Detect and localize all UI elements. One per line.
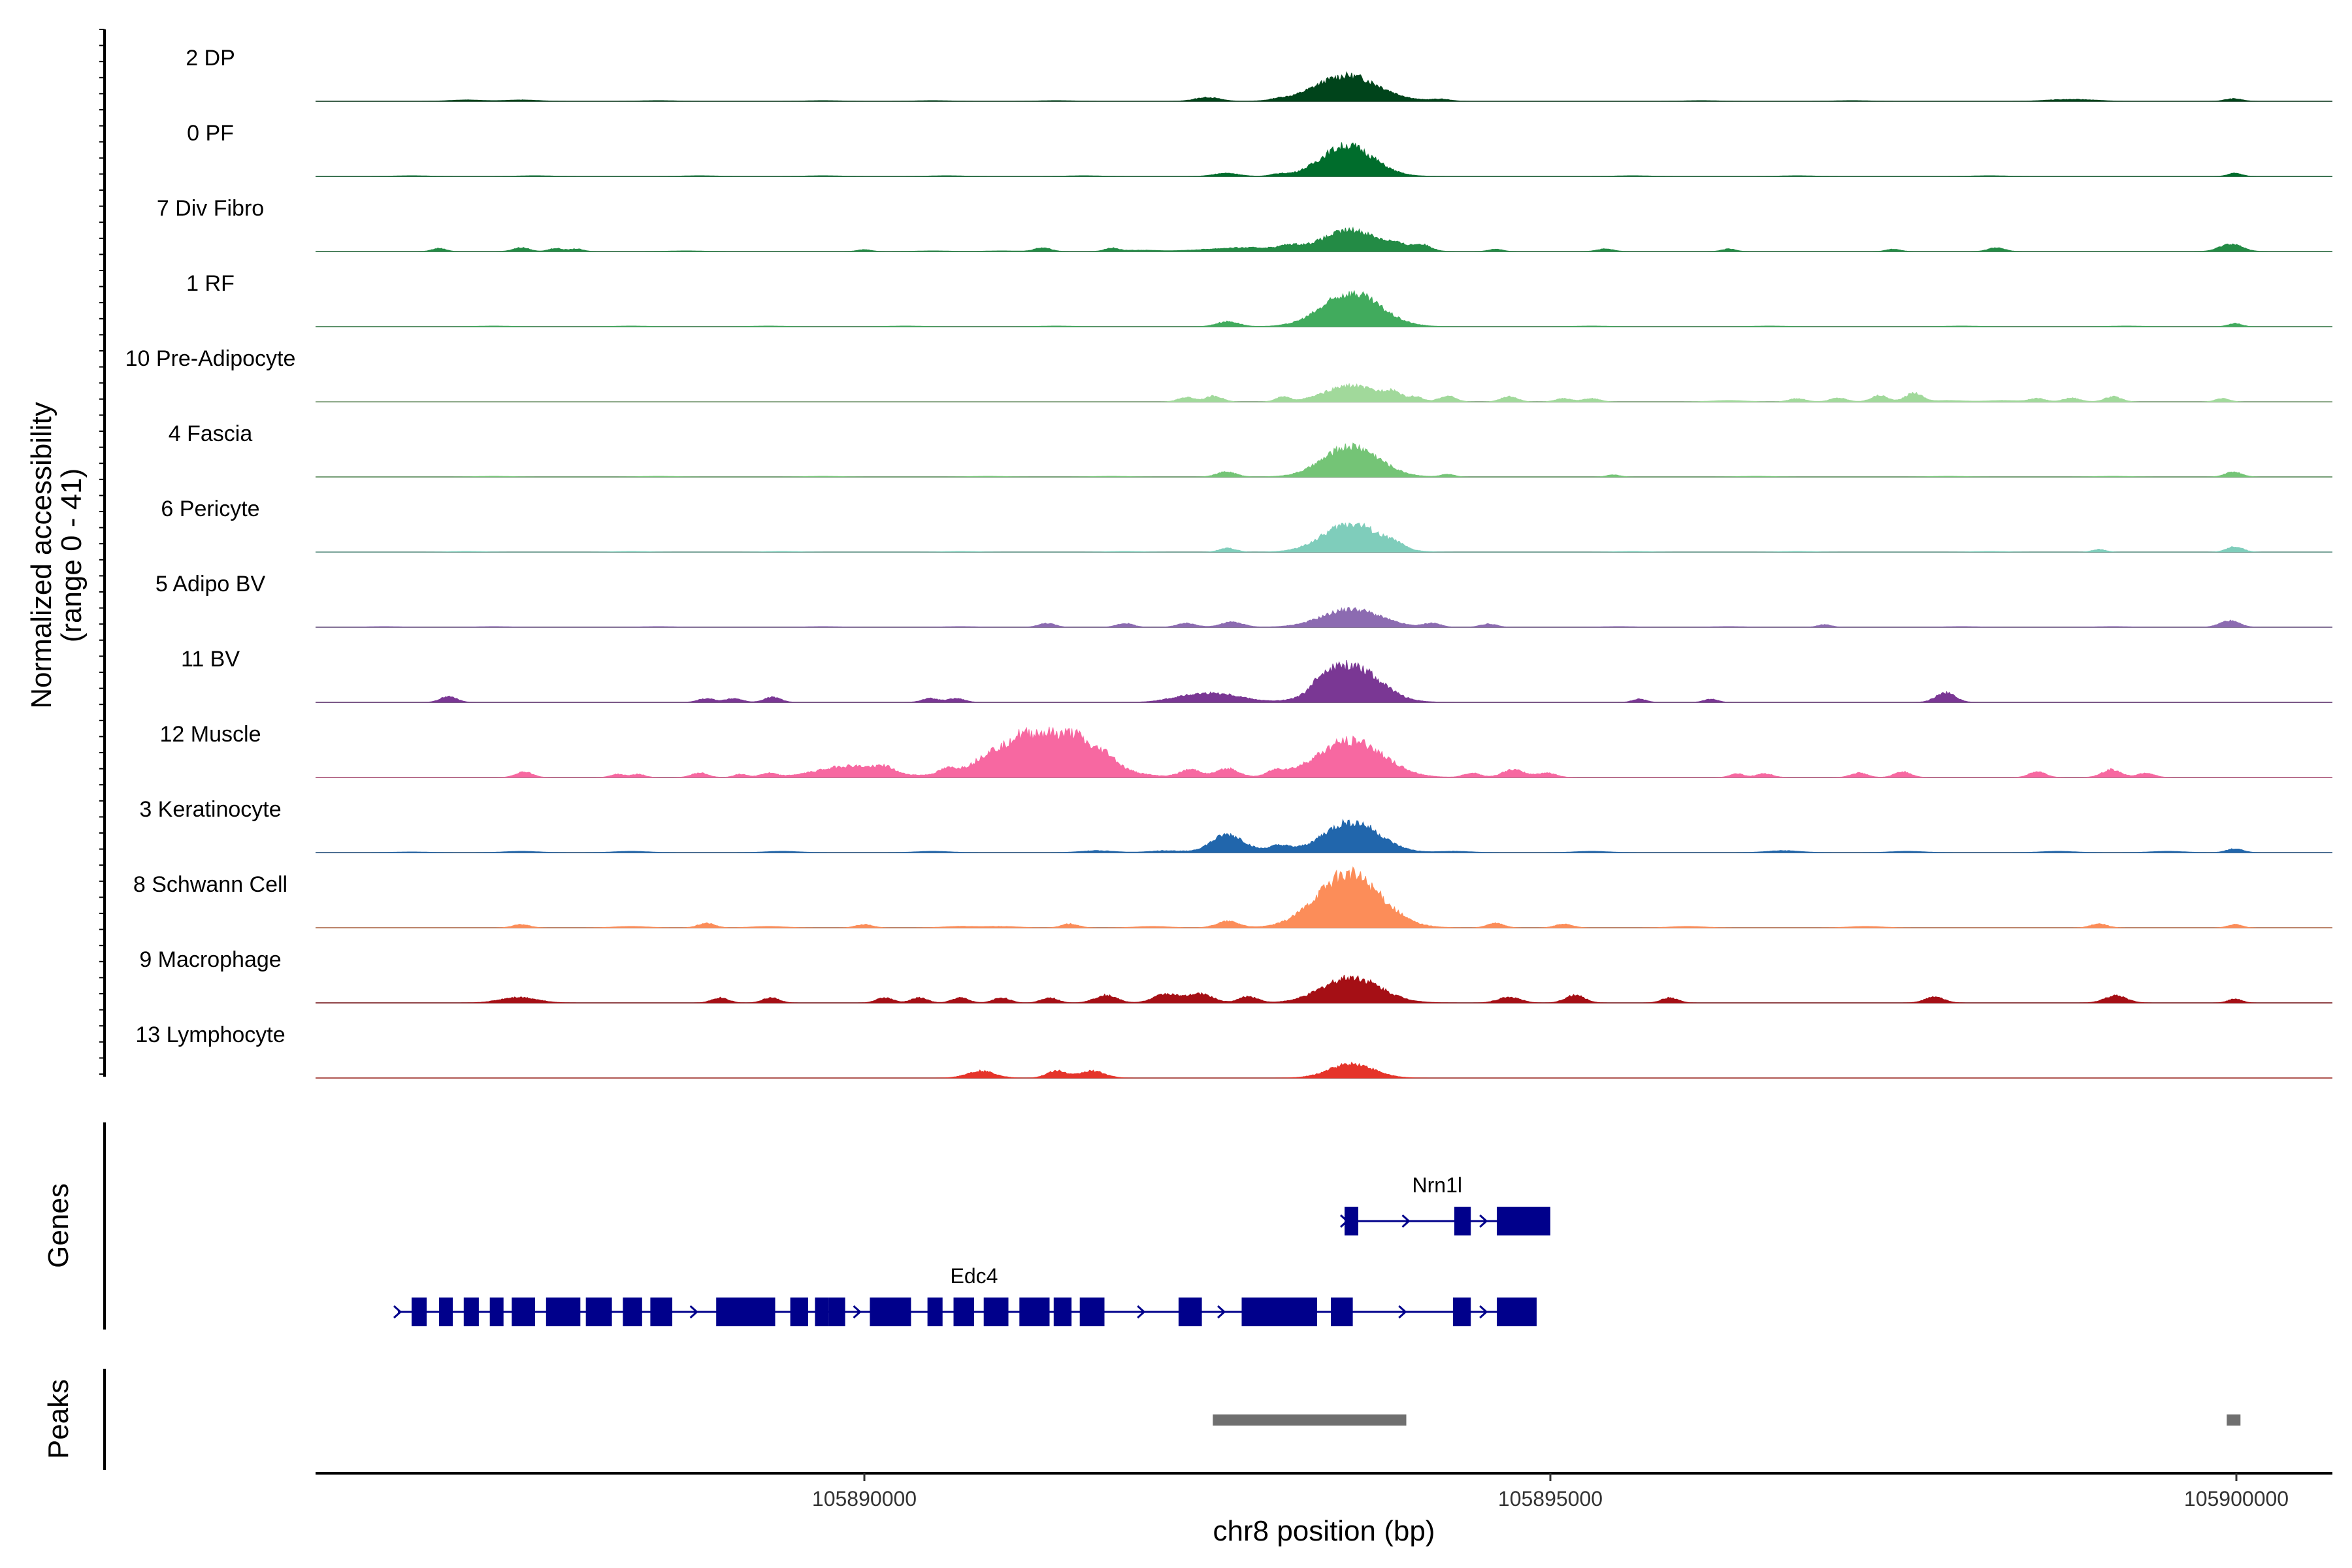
- gene-exon: [815, 1298, 829, 1326]
- gene-exon: [1345, 1207, 1358, 1235]
- gene-exon: [1019, 1298, 1050, 1326]
- coverage-track: 9 Macrophage: [139, 947, 2332, 1004]
- coverage-area: [316, 607, 2332, 628]
- coverage-track: 2 DP: [186, 46, 2332, 102]
- y-axis-title-line: (range 0 - 41): [56, 468, 88, 643]
- gene-exon: [870, 1298, 911, 1326]
- gene-name-label: Nrn1l: [1413, 1173, 1462, 1197]
- coverage-area: [316, 226, 2332, 252]
- coverage-track: 7 Div Fibro: [157, 196, 2332, 252]
- gene-exon: [623, 1298, 642, 1326]
- gene-exon: [953, 1298, 974, 1326]
- strand-arrow-icon: [853, 1305, 862, 1319]
- coverage-track: 1 RF: [186, 271, 2332, 327]
- track-label: 7 Div Fibro: [157, 196, 264, 221]
- gene-exon: [1079, 1298, 1105, 1326]
- y-axis-title: Normalized accessibility(range 0 - 41): [25, 402, 88, 708]
- coverage-area: [316, 290, 2332, 327]
- strand-arrow-icon: [689, 1305, 698, 1319]
- gene-exon: [1497, 1207, 1550, 1235]
- gene-exon: [837, 1298, 845, 1326]
- coverage-area: [316, 71, 2332, 102]
- coverage-track: 10 Pre-Adipocyte: [125, 346, 2332, 402]
- y-axis-title-line: Normalized accessibility: [25, 402, 57, 708]
- peak-region: [1213, 1414, 1407, 1426]
- gene-exon: [512, 1298, 535, 1326]
- gene-name-label: Edc4: [951, 1264, 998, 1288]
- track-label: 8 Schwann Cell: [133, 872, 287, 897]
- peaks-panel-label: Peaks: [42, 1379, 74, 1459]
- x-tick-label: 105890000: [812, 1487, 917, 1511]
- coverage-track: 6 Pericyte: [161, 497, 2332, 553]
- gene-exon: [1241, 1298, 1317, 1326]
- coverage-area: [316, 727, 2332, 778]
- gene-exon: [439, 1298, 453, 1326]
- gene-exon: [1454, 1207, 1471, 1235]
- strand-arrow-icon: [1217, 1305, 1226, 1319]
- track-label: 0 PF: [187, 121, 234, 146]
- strand-arrow-icon: [1401, 1214, 1411, 1228]
- gene-exon: [585, 1298, 612, 1326]
- coverage-track: 5 Adipo BV: [155, 572, 2332, 628]
- coverage-track: 8 Schwann Cell: [133, 866, 2332, 928]
- gene-exon: [463, 1298, 479, 1326]
- gene-exon: [716, 1298, 776, 1326]
- track-label: 9 Macrophage: [139, 947, 281, 972]
- coverage-area: [316, 975, 2332, 1004]
- gene-exon: [546, 1298, 581, 1326]
- track-label: 4 Fascia: [169, 421, 253, 446]
- track-label: 10 Pre-Adipocyte: [125, 346, 296, 371]
- gene-model: Edc4: [393, 1264, 1537, 1326]
- track-label: 1 RF: [186, 271, 235, 296]
- gene-exon: [650, 1298, 672, 1326]
- strand-arrow-icon: [1398, 1305, 1407, 1319]
- coverage-area: [316, 382, 2332, 402]
- gene-exon: [489, 1298, 504, 1326]
- coverage-area: [316, 442, 2332, 478]
- gene-exon: [983, 1298, 1009, 1326]
- track-label: 6 Pericyte: [161, 497, 259, 521]
- genes-panel-label: Genes: [42, 1183, 74, 1268]
- strand-arrow-icon: [1479, 1214, 1488, 1228]
- coverage-track: 4 Fascia: [169, 421, 2332, 478]
- x-tick-label: 105900000: [2184, 1487, 2289, 1511]
- x-tick-label: 105895000: [1498, 1487, 1603, 1511]
- strand-arrow-icon: [1137, 1305, 1146, 1319]
- coverage-track: 11 BV: [181, 647, 2332, 703]
- track-label: 2 DP: [186, 46, 235, 71]
- peak-region: [2227, 1414, 2241, 1426]
- gene-exon: [828, 1298, 837, 1326]
- track-label: 12 Muscle: [160, 722, 261, 747]
- coverage-track: 12 Muscle: [160, 722, 2332, 778]
- track-label: 11 BV: [181, 647, 240, 672]
- track-label: 13 Lymphocyte: [135, 1022, 285, 1047]
- gene-exon: [412, 1298, 427, 1326]
- coverage-area: [316, 142, 2332, 177]
- coverage-track: 3 Keratinocyte: [139, 797, 2332, 853]
- gene-exon: [790, 1298, 808, 1326]
- gene-exon: [1178, 1298, 1202, 1326]
- gene-exon: [1331, 1298, 1353, 1326]
- coverage-area: [316, 818, 2332, 853]
- track-label: 3 Keratinocyte: [139, 797, 281, 822]
- strand-arrow-icon: [393, 1305, 402, 1319]
- coverage-area: [316, 1061, 2332, 1079]
- gene-exon: [1452, 1298, 1471, 1326]
- coverage-area: [316, 522, 2332, 553]
- track-label: 5 Adipo BV: [155, 572, 266, 596]
- coverage-track: 13 Lymphocyte: [135, 1022, 2332, 1079]
- gene-model: Nrn1l: [1339, 1173, 1550, 1235]
- coverage-area: [316, 660, 2332, 703]
- x-axis-title: chr8 position (bp): [1213, 1515, 1435, 1547]
- gene-exon: [927, 1298, 943, 1326]
- gene-exon: [1053, 1298, 1072, 1326]
- strand-arrow-icon: [1479, 1305, 1488, 1319]
- coverage-area: [316, 866, 2332, 928]
- coverage-track: 0 PF: [187, 121, 2332, 177]
- gene-exon: [1497, 1298, 1537, 1326]
